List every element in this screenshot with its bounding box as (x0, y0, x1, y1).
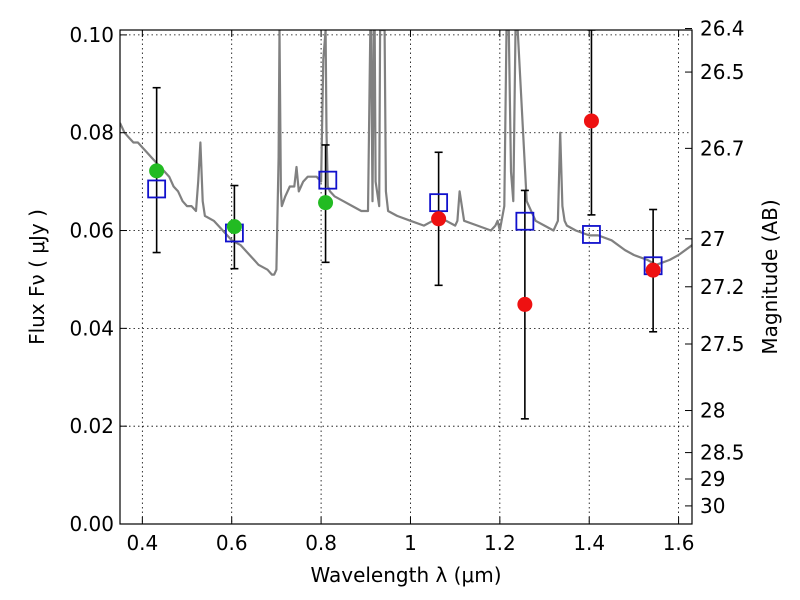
right-axis-label: Magnitude (AB) (758, 199, 782, 354)
y-tick-label: 0.04 (69, 316, 114, 340)
marker-layer (147, 113, 663, 312)
x-tick-label: 0.8 (305, 531, 337, 555)
right-tick-label: 26.4 (700, 17, 745, 41)
green-point-marker (318, 195, 334, 211)
x-tick-label: 0.6 (216, 531, 248, 555)
red-point-marker (583, 113, 599, 129)
y-tick-label: 0.00 (69, 512, 114, 536)
model-square-marker (515, 211, 535, 231)
right-tick-label: 27 (700, 227, 725, 251)
y-tick-label: 0.06 (69, 219, 114, 243)
right-tick-label: 27.5 (700, 332, 745, 356)
right-tick-label: 28 (700, 399, 725, 423)
model-square-marker (429, 193, 449, 213)
x-tick-label: 1.2 (484, 531, 516, 555)
right-tick-label: 30 (700, 494, 725, 518)
x-axis-label: Wavelength λ (μm) (310, 563, 501, 587)
y-tick-label: 0.10 (69, 23, 114, 47)
model-square-marker (147, 179, 167, 199)
right-tick-label: 28.5 (700, 441, 745, 465)
spectrum-line (120, 30, 692, 276)
y-tick-label: 0.08 (69, 121, 114, 145)
green-point-marker (226, 219, 242, 235)
model-square-marker (582, 225, 601, 244)
right-axis-label-text: Magnitude (AB) (758, 199, 782, 354)
x-tick-label: 1.4 (573, 531, 605, 555)
red-point-marker (645, 262, 661, 278)
plot-frame (119, 29, 693, 525)
right-tick-label: 29 (700, 467, 725, 491)
x-tick-label: 0.4 (126, 531, 158, 555)
plot-background (120, 30, 692, 524)
x-tick-label: 1 (404, 531, 417, 555)
y-tick-label: 0.02 (69, 414, 114, 438)
green-point-marker (149, 163, 165, 179)
right-tick-label: 26.7 (700, 136, 745, 160)
model-square-marker (318, 170, 338, 190)
y-axis-label-text: Flux Fν ( μJy ) (25, 209, 49, 345)
right-tick-label: 26.5 (700, 60, 745, 84)
right-tick-label: 27.2 (700, 275, 745, 299)
spectrum-layer (120, 30, 692, 276)
x-axis-label-text: Wavelength λ (μm) (310, 563, 501, 587)
x-tick-label: 1.6 (663, 531, 695, 555)
red-point-marker (431, 211, 447, 227)
red-point-marker (517, 296, 533, 312)
tick-layer: 0.4 0.6 0.8 1 1.2 1.4 1.6 0.00 0.02 0.04 0.06 0.08 0… (69, 17, 744, 555)
y-axis-label: Flux Fν ( μJy ) (25, 209, 49, 345)
